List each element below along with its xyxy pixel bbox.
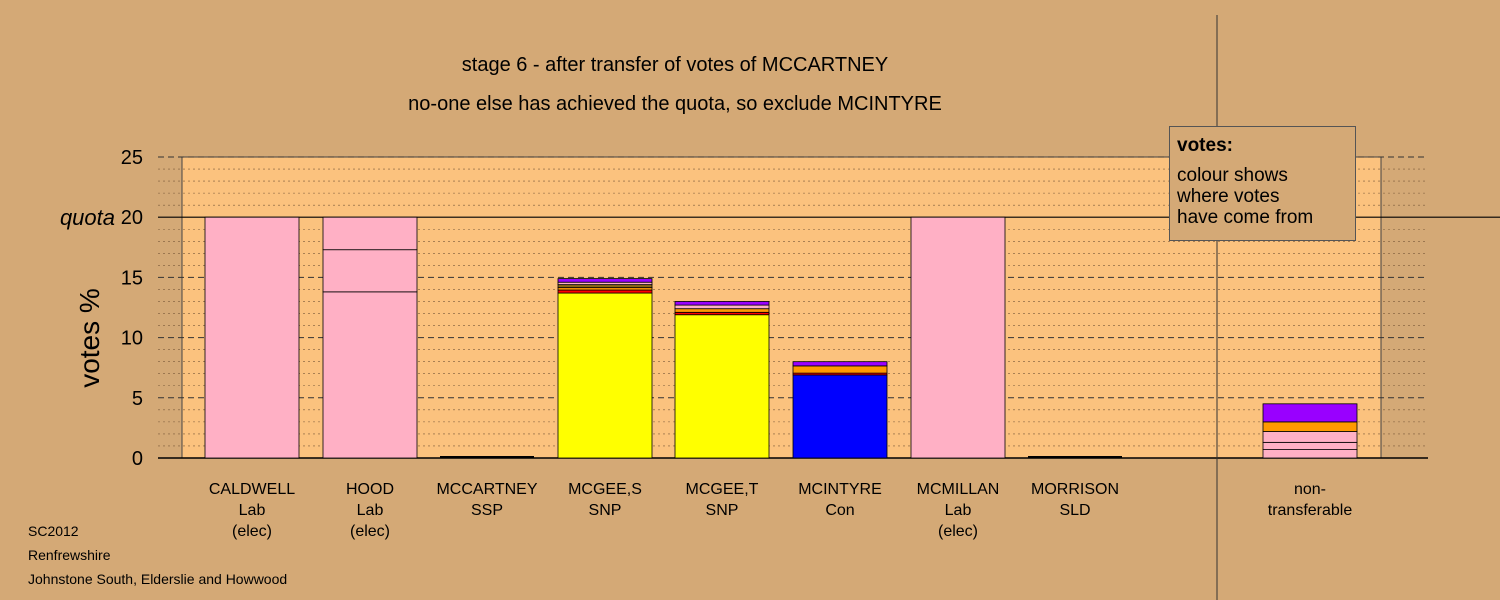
bar-segment (1262, 403, 1358, 423)
category-label-note: (elec) (937, 523, 978, 540)
category-label: non-transferable (1250, 479, 1370, 521)
category-label-name: MCGEE,S (568, 481, 642, 498)
legend-box: votes: colour shows where votes have com… (1169, 126, 1356, 241)
bar-segment (1262, 441, 1358, 450)
bar-segment (674, 314, 770, 459)
bar-segment (792, 365, 888, 374)
category-label-party: SNP (705, 502, 739, 519)
legend-title: votes: (1177, 135, 1233, 156)
bar-segment (910, 216, 1006, 459)
bar-segment (557, 289, 653, 294)
bar-segment (557, 292, 653, 459)
quota-label: quota (60, 205, 115, 230)
category-label-name: non- (1293, 481, 1327, 498)
bar-segment (1262, 431, 1358, 443)
y-tick-label: 5 (132, 388, 143, 410)
bar-segment (674, 304, 770, 310)
chart-subtitle: no-one else has achieved the quota, so e… (408, 93, 942, 115)
bar-segment (557, 278, 653, 283)
category-label-name: MCMILLAN (916, 481, 1000, 498)
y-tick-label: 0 (132, 448, 143, 470)
category-label-party: SLD (1059, 502, 1091, 519)
bar-segment (322, 291, 418, 459)
bar-segment (1262, 421, 1358, 432)
category-label-name: MCCARTNEY (436, 481, 538, 498)
category-label-name: MCGEE,T (685, 481, 759, 498)
bar-segment (322, 216, 418, 251)
y-tick-label: 20 (121, 207, 143, 229)
legend-line: where votes (1177, 186, 1280, 207)
category-label-name: CALDWELL (208, 481, 296, 498)
category-label-note: (elec) (231, 523, 272, 540)
category-label-name: MORRISON (1031, 481, 1119, 498)
footer-council: Renfrewshire (28, 547, 111, 563)
category-label-party: Lab (238, 502, 266, 519)
category-label-party: SNP (588, 502, 622, 519)
category-label-party: transferable (1267, 502, 1353, 519)
category-label-name: HOOD (346, 481, 394, 498)
y-tick-label: 15 (121, 267, 143, 289)
bar-segment (557, 284, 653, 289)
bar-segment (322, 249, 418, 293)
category-label-party: Con (825, 502, 855, 519)
category-label-party: Lab (356, 502, 384, 519)
bar-segment (792, 374, 888, 459)
bar-segment (1262, 449, 1358, 459)
legend-text: colour shows where votes have come from (1177, 165, 1348, 228)
footer-ward: Johnstone South, Elderslie and Howwood (28, 571, 288, 587)
y-axis-title: votes % (74, 288, 105, 388)
category-label: MCGEE,T SNP (662, 479, 782, 521)
bar-segment (204, 216, 300, 459)
category-label-party: SSP (470, 502, 503, 519)
legend-line: have come from (1177, 207, 1314, 228)
category-label-note: (elec) (349, 523, 390, 540)
legend-line: colour shows (1177, 165, 1288, 186)
category-label: MCMILLAN Lab (elec) (898, 479, 1018, 542)
bar-segment (674, 301, 770, 306)
category-label: CALDWELL Lab (elec) (192, 479, 312, 542)
footer-election: SC2012 (28, 523, 79, 539)
category-label: MCINTYRE Con (780, 479, 900, 521)
category-label: MCGEE,S SNP (545, 479, 665, 521)
category-label-party: Lab (944, 502, 972, 519)
y-tick-label: 10 (121, 328, 143, 350)
bar-segment (674, 308, 770, 313)
chart-title: stage 6 - after transfer of votes of MCC… (461, 54, 889, 76)
category-label: HOOD Lab (elec) (310, 479, 430, 542)
bar-segment (792, 361, 888, 367)
category-label: MCCARTNEY SSP (427, 479, 547, 521)
y-tick-label: 25 (121, 147, 143, 169)
category-label: MORRISON SLD (1015, 479, 1135, 521)
category-label-name: MCINTYRE (798, 481, 882, 498)
